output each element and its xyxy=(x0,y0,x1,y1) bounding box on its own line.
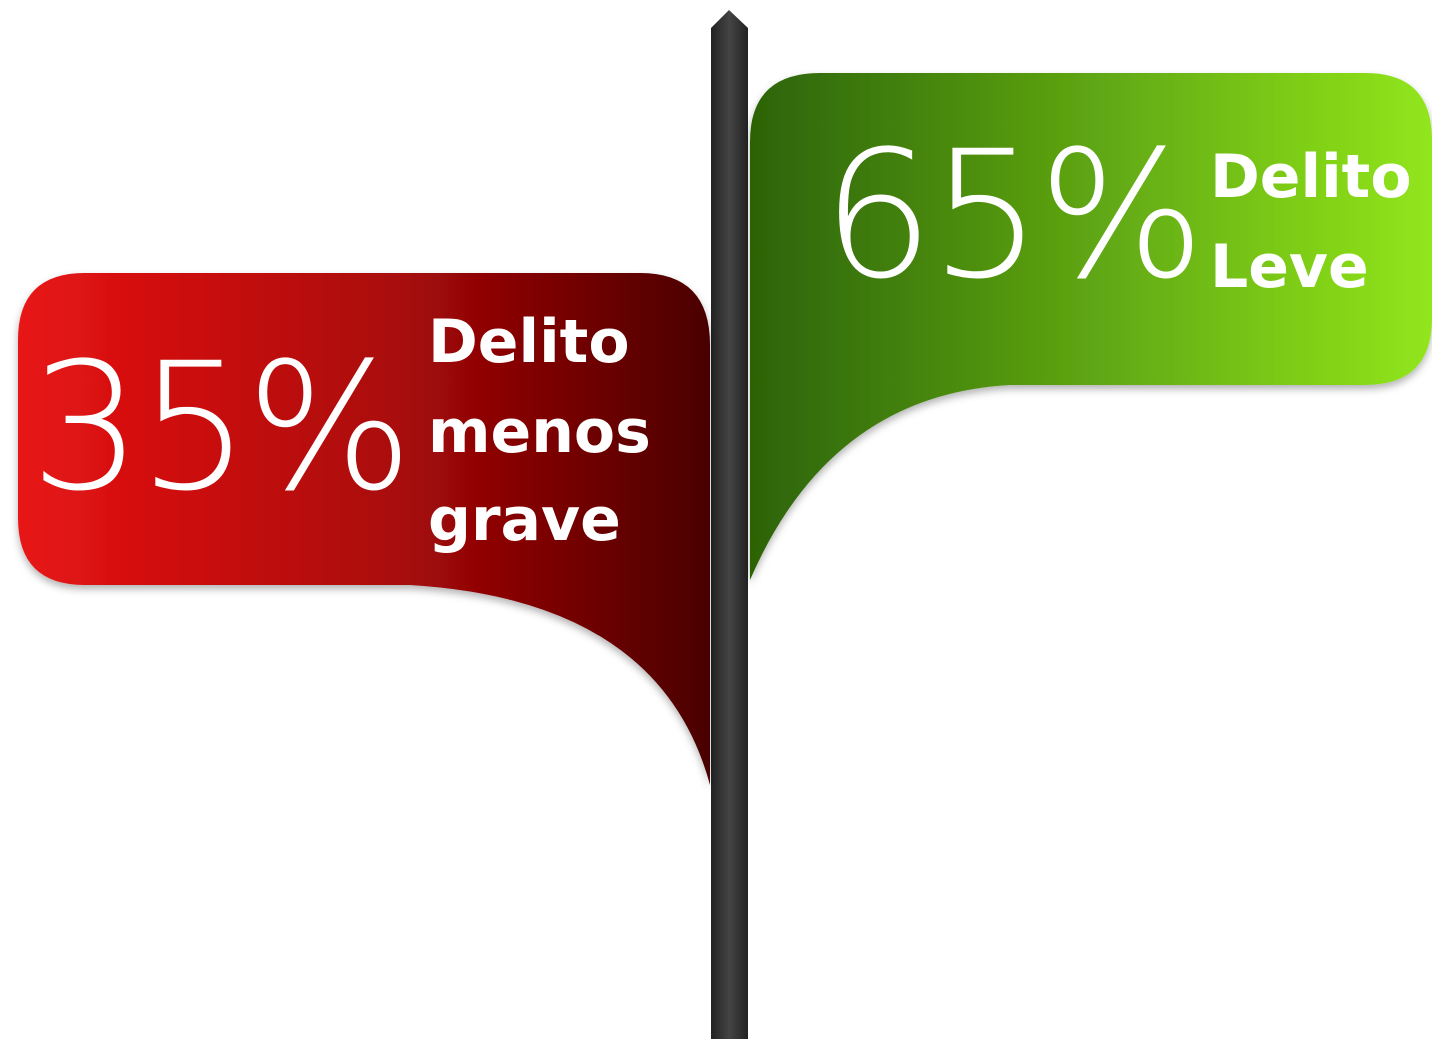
green-sign xyxy=(750,73,1432,580)
label-line: Leve xyxy=(1210,232,1369,302)
pole xyxy=(711,10,748,1039)
red-sign xyxy=(18,273,710,785)
label-line: Delito xyxy=(428,307,630,377)
label-line: grave xyxy=(428,485,621,555)
label-line: menos xyxy=(428,397,651,467)
percentage: 65% xyxy=(822,113,1201,318)
label-line: Delito xyxy=(1210,142,1412,212)
percentage: 35% xyxy=(30,325,409,530)
